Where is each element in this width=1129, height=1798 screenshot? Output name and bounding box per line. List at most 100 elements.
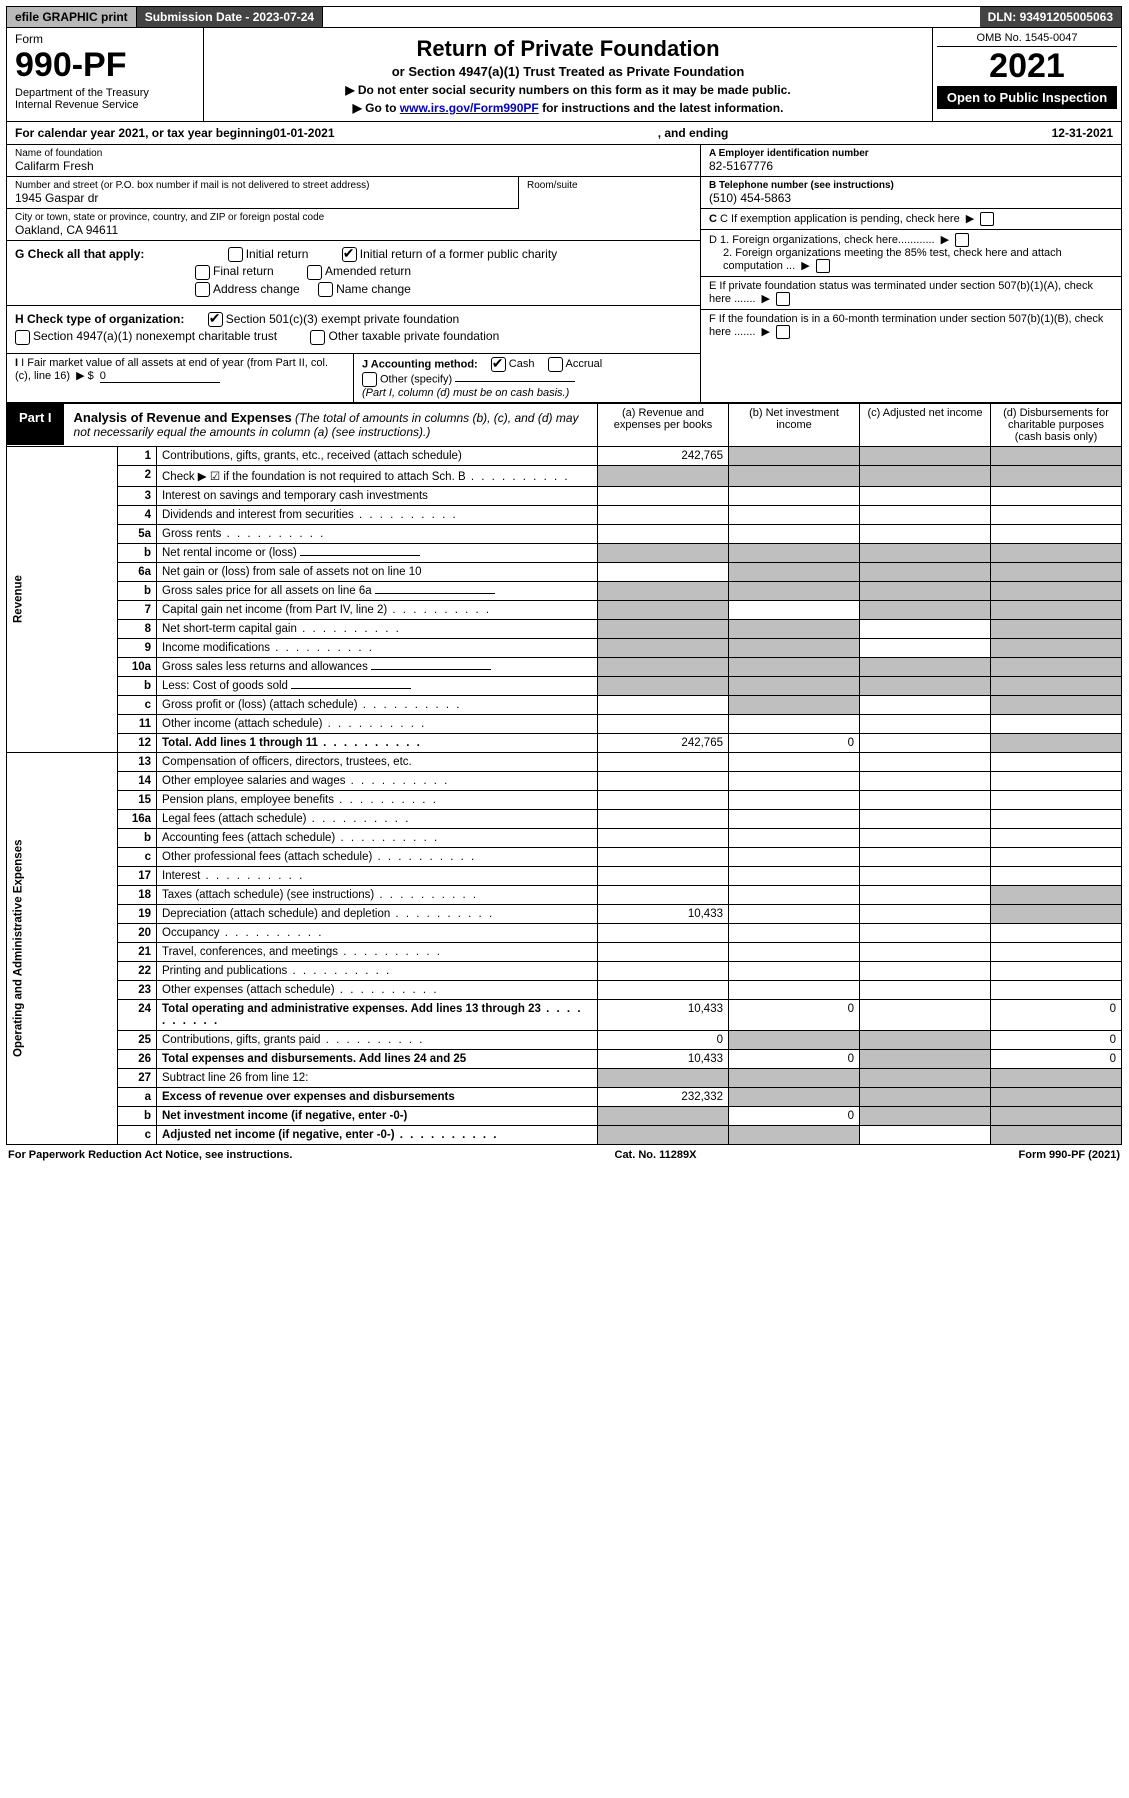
cell-c xyxy=(860,543,991,562)
cell-d xyxy=(991,980,1122,999)
cell-b xyxy=(729,942,860,961)
cell-d xyxy=(991,752,1122,771)
cell-d xyxy=(991,505,1122,524)
row-num: c xyxy=(118,1125,157,1144)
cell-a xyxy=(598,676,729,695)
chk-initial-former[interactable] xyxy=(342,247,357,262)
instr-1: ▶ Do not enter social security numbers o… xyxy=(214,83,922,97)
cell-a xyxy=(598,847,729,866)
cell-c xyxy=(860,562,991,581)
g-label: G Check all that apply: xyxy=(15,247,144,261)
chk-accrual[interactable] xyxy=(548,357,563,372)
cell-c xyxy=(860,581,991,600)
cell-a xyxy=(598,543,729,562)
row-num: b xyxy=(118,1106,157,1125)
row-desc: Contributions, gifts, grants paid xyxy=(157,1030,598,1049)
cell-c xyxy=(860,942,991,961)
cell-b xyxy=(729,676,860,695)
cell-c xyxy=(860,1106,991,1125)
chk-name[interactable] xyxy=(318,282,333,297)
cell-a xyxy=(598,752,729,771)
chk-other-method[interactable] xyxy=(362,372,377,387)
chk-d1[interactable] xyxy=(955,233,969,247)
chk-e[interactable] xyxy=(776,292,790,306)
row-desc: Net investment income (if negative, ente… xyxy=(157,1106,598,1125)
instructions-link[interactable]: www.irs.gov/Form990PF xyxy=(400,101,539,115)
row-num: 21 xyxy=(118,942,157,961)
chk-initial[interactable] xyxy=(228,247,243,262)
cell-c xyxy=(860,1030,991,1049)
cell-c xyxy=(860,790,991,809)
cell-c xyxy=(860,676,991,695)
chk-address[interactable] xyxy=(195,282,210,297)
cell-c xyxy=(860,600,991,619)
cell-b xyxy=(729,581,860,600)
row-desc: Pension plans, employee benefits xyxy=(157,790,598,809)
row-num: b xyxy=(118,543,157,562)
cell-c xyxy=(860,1068,991,1087)
cell-d xyxy=(991,828,1122,847)
chk-cash[interactable] xyxy=(491,357,506,372)
cell-d xyxy=(991,657,1122,676)
cell-b xyxy=(729,543,860,562)
row-desc: Interest on savings and temporary cash i… xyxy=(157,486,598,505)
cell-b xyxy=(729,1068,860,1087)
cell-c xyxy=(860,752,991,771)
chk-other-tax[interactable] xyxy=(310,330,325,345)
name-label: Name of foundation xyxy=(15,148,692,159)
chk-f[interactable] xyxy=(776,325,790,339)
row-num: 18 xyxy=(118,885,157,904)
h-label: H Check type of organization: xyxy=(15,312,184,326)
city-label: City or town, state or province, country… xyxy=(15,212,692,223)
chk-final[interactable] xyxy=(195,265,210,280)
cell-b xyxy=(729,904,860,923)
cell-d xyxy=(991,581,1122,600)
row-desc: Contributions, gifts, grants, etc., rece… xyxy=(157,446,598,465)
row-desc: Compensation of officers, directors, tru… xyxy=(157,752,598,771)
cell-a: 10,433 xyxy=(598,1049,729,1068)
footer-mid: Cat. No. 11289X xyxy=(615,1149,697,1161)
form-header: Form 990-PF Department of the Treasury I… xyxy=(6,28,1122,122)
cell-d xyxy=(991,638,1122,657)
row-num: 15 xyxy=(118,790,157,809)
cell-d: 0 xyxy=(991,999,1122,1030)
expenses-label: Operating and Administrative Expenses xyxy=(7,752,118,1144)
chk-c[interactable] xyxy=(980,212,994,226)
cell-a: 10,433 xyxy=(598,999,729,1030)
efile-label[interactable]: efile GRAPHIC print xyxy=(7,7,137,27)
cell-a xyxy=(598,657,729,676)
addr-label: Number and street (or P.O. box number if… xyxy=(15,180,510,191)
cell-d xyxy=(991,486,1122,505)
row-desc: Excess of revenue over expenses and disb… xyxy=(157,1087,598,1106)
row-num: 27 xyxy=(118,1068,157,1087)
cell-c xyxy=(860,505,991,524)
row-num: b xyxy=(118,581,157,600)
cell-c xyxy=(860,980,991,999)
submission-date: Submission Date - 2023-07-24 xyxy=(137,7,323,27)
cell-d xyxy=(991,524,1122,543)
row-num: 19 xyxy=(118,904,157,923)
c-text: C If exemption application is pending, c… xyxy=(720,213,960,225)
chk-d2[interactable] xyxy=(816,259,830,273)
row-desc: Other professional fees (attach schedule… xyxy=(157,847,598,866)
cell-b xyxy=(729,752,860,771)
row-desc: Taxes (attach schedule) (see instruction… xyxy=(157,885,598,904)
chk-501c3[interactable] xyxy=(208,312,223,327)
cell-c xyxy=(860,828,991,847)
cell-c xyxy=(860,486,991,505)
row-desc: Interest xyxy=(157,866,598,885)
cell-d xyxy=(991,676,1122,695)
cell-b xyxy=(729,866,860,885)
row-desc: Legal fees (attach schedule) xyxy=(157,809,598,828)
cell-a xyxy=(598,524,729,543)
part1-tab: Part I xyxy=(7,404,64,445)
chk-amended[interactable] xyxy=(307,265,322,280)
row-num: 5a xyxy=(118,524,157,543)
chk-4947[interactable] xyxy=(15,330,30,345)
revenue-label: Revenue xyxy=(7,446,118,752)
foundation-name: Califarm Fresh xyxy=(15,159,692,173)
row-num: 3 xyxy=(118,486,157,505)
row-num: 24 xyxy=(118,999,157,1030)
cell-d xyxy=(991,465,1122,486)
row-desc: Adjusted net income (if negative, enter … xyxy=(157,1125,598,1144)
